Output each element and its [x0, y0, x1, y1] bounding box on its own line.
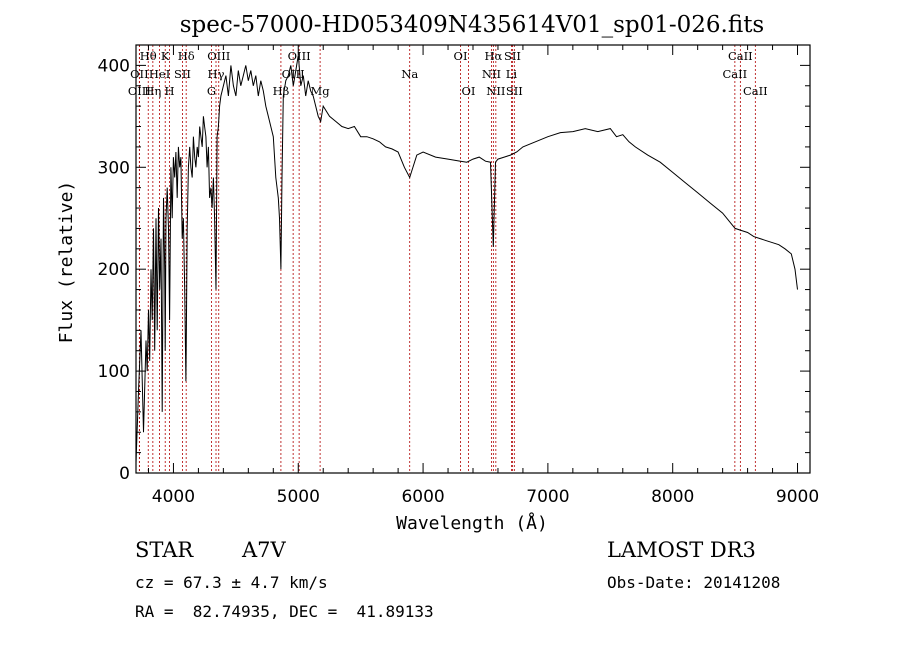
spectral-line-label: Li	[506, 67, 518, 81]
spectral-line-label: Na	[401, 67, 418, 81]
spectral-line-label: OIII	[207, 49, 230, 63]
x-tick-label: 4000	[152, 487, 195, 507]
spectral-line-label: NII	[482, 67, 501, 81]
spectral-line-label: Hη	[144, 84, 161, 98]
observation-date: Obs-Date: 20141208	[607, 573, 781, 592]
spectrum-series-line	[135, 55, 798, 463]
spectral-line-label: Hα	[484, 49, 502, 63]
spectral-line-label: SII	[504, 49, 521, 63]
chart-title: spec-57000-HD053409N435614V01_sp01-026.f…	[180, 12, 765, 38]
x-axis-ticks: 4000 5000 6000 7000 8000 9000	[147, 45, 819, 507]
plot-frame	[135, 44, 811, 474]
y-tick-label: 100	[98, 362, 130, 382]
spectral-line-label: OIII	[128, 84, 151, 98]
y-tick-label: 400	[98, 56, 130, 76]
spectral-line-label: NII	[486, 84, 505, 98]
object-class: STAR	[135, 538, 194, 562]
spectral-type: A7V	[242, 538, 286, 562]
spectral-line-label: Hδ	[178, 49, 195, 63]
spectral-line-label: G	[207, 84, 216, 98]
spectral-line-label: OII	[130, 67, 149, 81]
y-axis-ticks: 0 100 200 300 400	[98, 56, 810, 484]
coordinates: RA = 82.74935, DEC = 41.89133	[135, 602, 434, 621]
spectral-line-label: OIII	[288, 49, 311, 63]
x-tick-label: 9000	[776, 487, 819, 507]
redshift-velocity: cz = 67.3 ± 4.7 km/s	[135, 573, 328, 592]
x-tick-label: 6000	[401, 487, 444, 507]
spectral-line-label: SII	[506, 84, 523, 98]
x-axis-label: Wavelength (Å)	[396, 512, 548, 534]
spectral-line-label: HeI	[149, 67, 170, 81]
spectral-line-label: CaII	[728, 49, 753, 63]
spectral-line-label: CaII	[743, 84, 768, 98]
spectral-line-label: CaII	[722, 67, 747, 81]
x-tick-label: 5000	[277, 487, 320, 507]
spectral-line-label: Hθ	[140, 49, 157, 63]
spectral-line-markers	[138, 45, 756, 473]
spectral-line-label: Hγ	[208, 67, 225, 81]
y-tick-label: 200	[98, 260, 130, 280]
spectral-line-label: OIII	[282, 67, 305, 81]
spectral-line-label: K	[161, 49, 170, 63]
spectral-line-labels: Hθ OII OIII K HeI Hη H Hδ SII OIII Hγ G OIII OIII Hβ Mg…	[128, 49, 768, 98]
y-axis-label: Flux (relative)	[56, 181, 77, 344]
spectral-line-label: OI	[454, 49, 468, 63]
spectral-line-label: H	[165, 84, 175, 98]
y-tick-label: 0	[119, 464, 130, 484]
spectral-line-label: Hβ	[273, 84, 290, 98]
survey-release: LAMOST DR3	[607, 538, 756, 562]
spectral-line-label: OI	[462, 84, 476, 98]
spectral-line-label: SII	[174, 67, 191, 81]
x-tick-label: 8000	[651, 487, 694, 507]
y-tick-label: 300	[98, 158, 130, 178]
spectral-line-label: Mg	[311, 84, 331, 98]
x-tick-label: 7000	[526, 487, 569, 507]
